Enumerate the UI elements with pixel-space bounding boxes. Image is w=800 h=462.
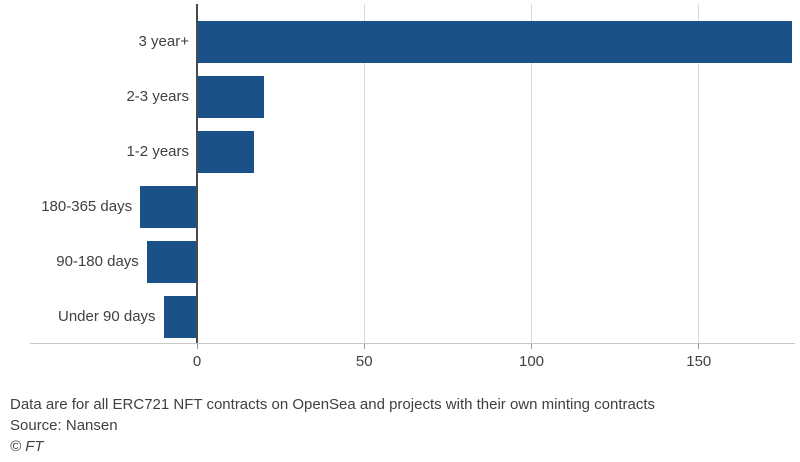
bar	[197, 75, 264, 118]
x-axis-line	[30, 343, 795, 344]
grid-line	[363, 4, 365, 344]
x-tick-label: 100	[518, 353, 545, 370]
bar	[146, 240, 197, 283]
category-label: 3 year+	[138, 32, 189, 50]
bar	[140, 185, 197, 228]
zero-axis-line	[196, 4, 198, 344]
category-label: 2-3 years	[126, 87, 189, 105]
x-tick-label: 50	[355, 353, 373, 370]
x-tick-mark	[698, 344, 700, 349]
plot-area: 3 year+ 2-3 years 1-2 years 180-365 days 90-…	[30, 4, 795, 370]
x-tick-mark	[363, 344, 365, 349]
x-tick-label: 150	[686, 353, 712, 370]
category-label: 180-365 days	[41, 197, 133, 215]
bar	[163, 295, 197, 338]
grid-line	[531, 4, 532, 344]
category-label: 90-180 days	[56, 252, 139, 270]
ft-credit: © FT	[10, 438, 44, 455]
x-tick-mark	[196, 344, 198, 349]
bar	[197, 20, 793, 63]
category-label: Under 90 days	[57, 307, 156, 325]
x-tick-label: 0	[192, 353, 202, 370]
x-tick-mark	[531, 344, 532, 349]
source-line: Source: Nansen	[10, 417, 118, 434]
grid-line	[698, 4, 700, 344]
bar	[197, 130, 254, 173]
footnote: Data are for all ERC721 NFT contracts on…	[10, 396, 656, 413]
category-label: 1-2 years	[126, 142, 189, 160]
chart-footer: Data are for all ERC721 NFT contracts on…	[0, 394, 800, 457]
